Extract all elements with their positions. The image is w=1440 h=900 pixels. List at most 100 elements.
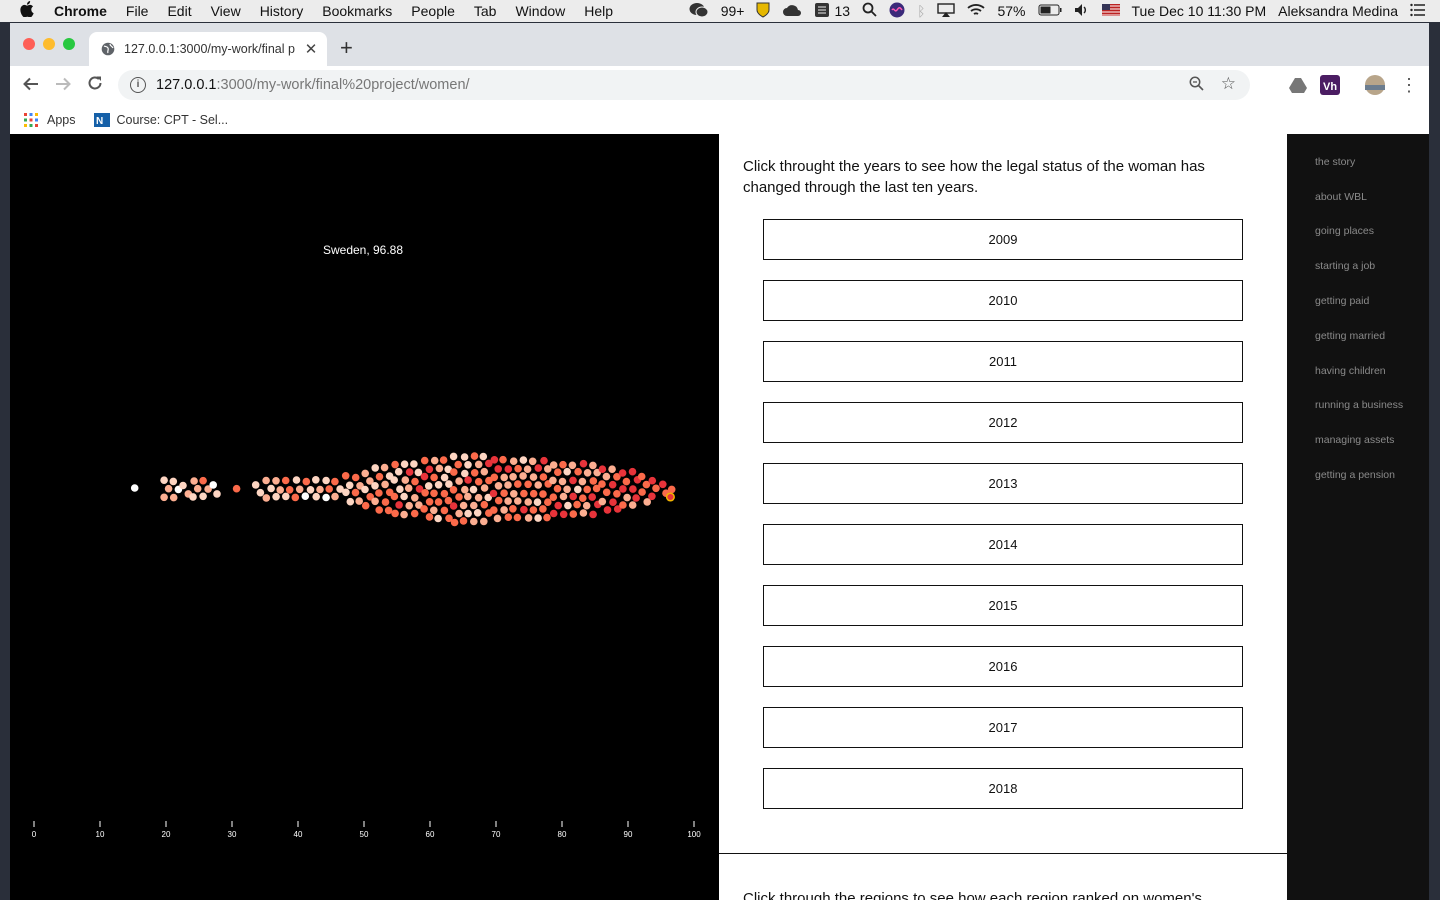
profile-avatar[interactable]: [1365, 75, 1385, 95]
country-dot[interactable]: [618, 469, 627, 477]
country-dot[interactable]: [602, 488, 611, 497]
country-dot[interactable]: [619, 485, 627, 493]
country-dot[interactable]: [434, 498, 443, 506]
country-dot[interactable]: [351, 488, 360, 497]
country-dot[interactable]: [276, 486, 285, 494]
country-dot[interactable]: [160, 476, 168, 485]
spotlight-icon[interactable]: [862, 2, 877, 20]
country-dot[interactable]: [494, 496, 503, 505]
country-dot[interactable]: [346, 497, 355, 506]
country-dot[interactable]: [371, 464, 380, 472]
country-dot[interactable]: [470, 501, 478, 510]
menu-people[interactable]: People: [411, 3, 455, 19]
country-dot[interactable]: [504, 513, 513, 521]
country-dot[interactable]: [534, 464, 543, 472]
year-button-2014[interactable]: 2014: [763, 524, 1243, 565]
country-dot[interactable]: [415, 501, 423, 509]
country-dot[interactable]: [449, 486, 458, 494]
country-dot[interactable]: [494, 482, 503, 490]
country-dot[interactable]: [302, 477, 311, 486]
country-dot[interactable]: [434, 514, 442, 523]
apple-icon[interactable]: [20, 1, 36, 21]
country-dot[interactable]: [579, 509, 588, 517]
menu-tab[interactable]: Tab: [473, 3, 497, 19]
nav-getting-married[interactable]: getting married: [1315, 330, 1386, 342]
address-bar[interactable]: i 127.0.0.1:3000/my-work/final%20project…: [118, 70, 1250, 100]
country-dot[interactable]: [455, 477, 463, 485]
us-flag-icon[interactable]: [1101, 3, 1120, 19]
country-dot[interactable]: [529, 489, 538, 498]
country-dot[interactable]: [401, 476, 410, 484]
country-dot[interactable]: [395, 501, 403, 509]
country-dot[interactable]: [469, 485, 478, 494]
country-dot[interactable]: [652, 484, 660, 493]
country-dot[interactable]: [480, 484, 489, 492]
country-dot[interactable]: [425, 513, 434, 521]
country-dot[interactable]: [366, 477, 374, 485]
country-dot[interactable]: [336, 485, 344, 493]
country-dot[interactable]: [470, 469, 479, 477]
country-dot[interactable]: [460, 453, 469, 461]
country-dot[interactable]: [439, 456, 448, 464]
country-dot[interactable]: [312, 476, 320, 484]
nav-getting-a-pension[interactable]: getting a pension: [1315, 469, 1395, 481]
country-dot[interactable]: [563, 485, 571, 494]
wifi-icon[interactable]: [967, 3, 986, 20]
country-dot[interactable]: [282, 492, 290, 501]
country-dot[interactable]: [500, 489, 508, 498]
highlighted-country-dot[interactable]: [665, 492, 675, 502]
close-window-button[interactable]: [23, 38, 35, 50]
country-dot[interactable]: [603, 506, 612, 514]
country-dot[interactable]: [292, 476, 301, 484]
country-dot[interactable]: [539, 490, 547, 498]
country-dot[interactable]: [179, 481, 187, 490]
country-dot[interactable]: [425, 498, 434, 506]
country-dot[interactable]: [632, 494, 640, 502]
country-dot[interactable]: [464, 476, 472, 484]
country-dot[interactable]: [524, 498, 532, 506]
country-dot[interactable]: [420, 472, 429, 481]
country-dot[interactable]: [589, 477, 598, 485]
country-dot[interactable]: [209, 481, 217, 489]
country-dot[interactable]: [440, 473, 449, 482]
country-dot[interactable]: [190, 477, 198, 485]
country-dot[interactable]: [267, 484, 275, 493]
country-dot[interactable]: [509, 473, 517, 481]
country-dot[interactable]: [509, 505, 517, 513]
country-dot[interactable]: [371, 497, 379, 506]
country-dot[interactable]: [549, 476, 557, 485]
country-dot[interactable]: [667, 485, 676, 494]
clock[interactable]: Tue Dec 10 11:30 PM: [1131, 3, 1267, 19]
country-dot[interactable]: [450, 518, 459, 527]
country-dot[interactable]: [400, 492, 408, 501]
country-dot[interactable]: [648, 492, 656, 501]
country-dot[interactable]: [461, 469, 469, 478]
country-dot[interactable]: [524, 514, 533, 522]
country-dot[interactable]: [534, 481, 542, 489]
country-dot[interactable]: [494, 465, 503, 473]
country-dot[interactable]: [410, 509, 419, 518]
menu-app-name[interactable]: Chrome: [54, 3, 107, 19]
chrome-menu-icon[interactable]: ⋮: [1400, 75, 1418, 95]
country-dot[interactable]: [474, 493, 483, 502]
country-dot[interactable]: [440, 489, 449, 498]
country-dot[interactable]: [520, 505, 528, 514]
country-dot[interactable]: [628, 467, 637, 476]
country-dot[interactable]: [351, 473, 360, 482]
country-dot[interactable]: [169, 493, 178, 502]
country-dot[interactable]: [592, 484, 601, 493]
country-dot[interactable]: [568, 461, 577, 470]
country-dot[interactable]: [445, 480, 453, 488]
country-dot[interactable]: [390, 476, 399, 484]
menu-view[interactable]: View: [210, 3, 241, 19]
country-dot[interactable]: [390, 492, 399, 501]
country-dot[interactable]: [325, 485, 334, 493]
country-dot[interactable]: [420, 505, 428, 513]
country-dot[interactable]: [504, 497, 512, 505]
country-dot[interactable]: [415, 485, 424, 493]
country-dot[interactable]: [559, 492, 568, 501]
year-button-2018[interactable]: 2018: [763, 768, 1243, 809]
year-button-2009[interactable]: 2009: [763, 219, 1243, 260]
country-dot[interactable]: [384, 506, 393, 515]
country-dot[interactable]: [589, 461, 597, 470]
